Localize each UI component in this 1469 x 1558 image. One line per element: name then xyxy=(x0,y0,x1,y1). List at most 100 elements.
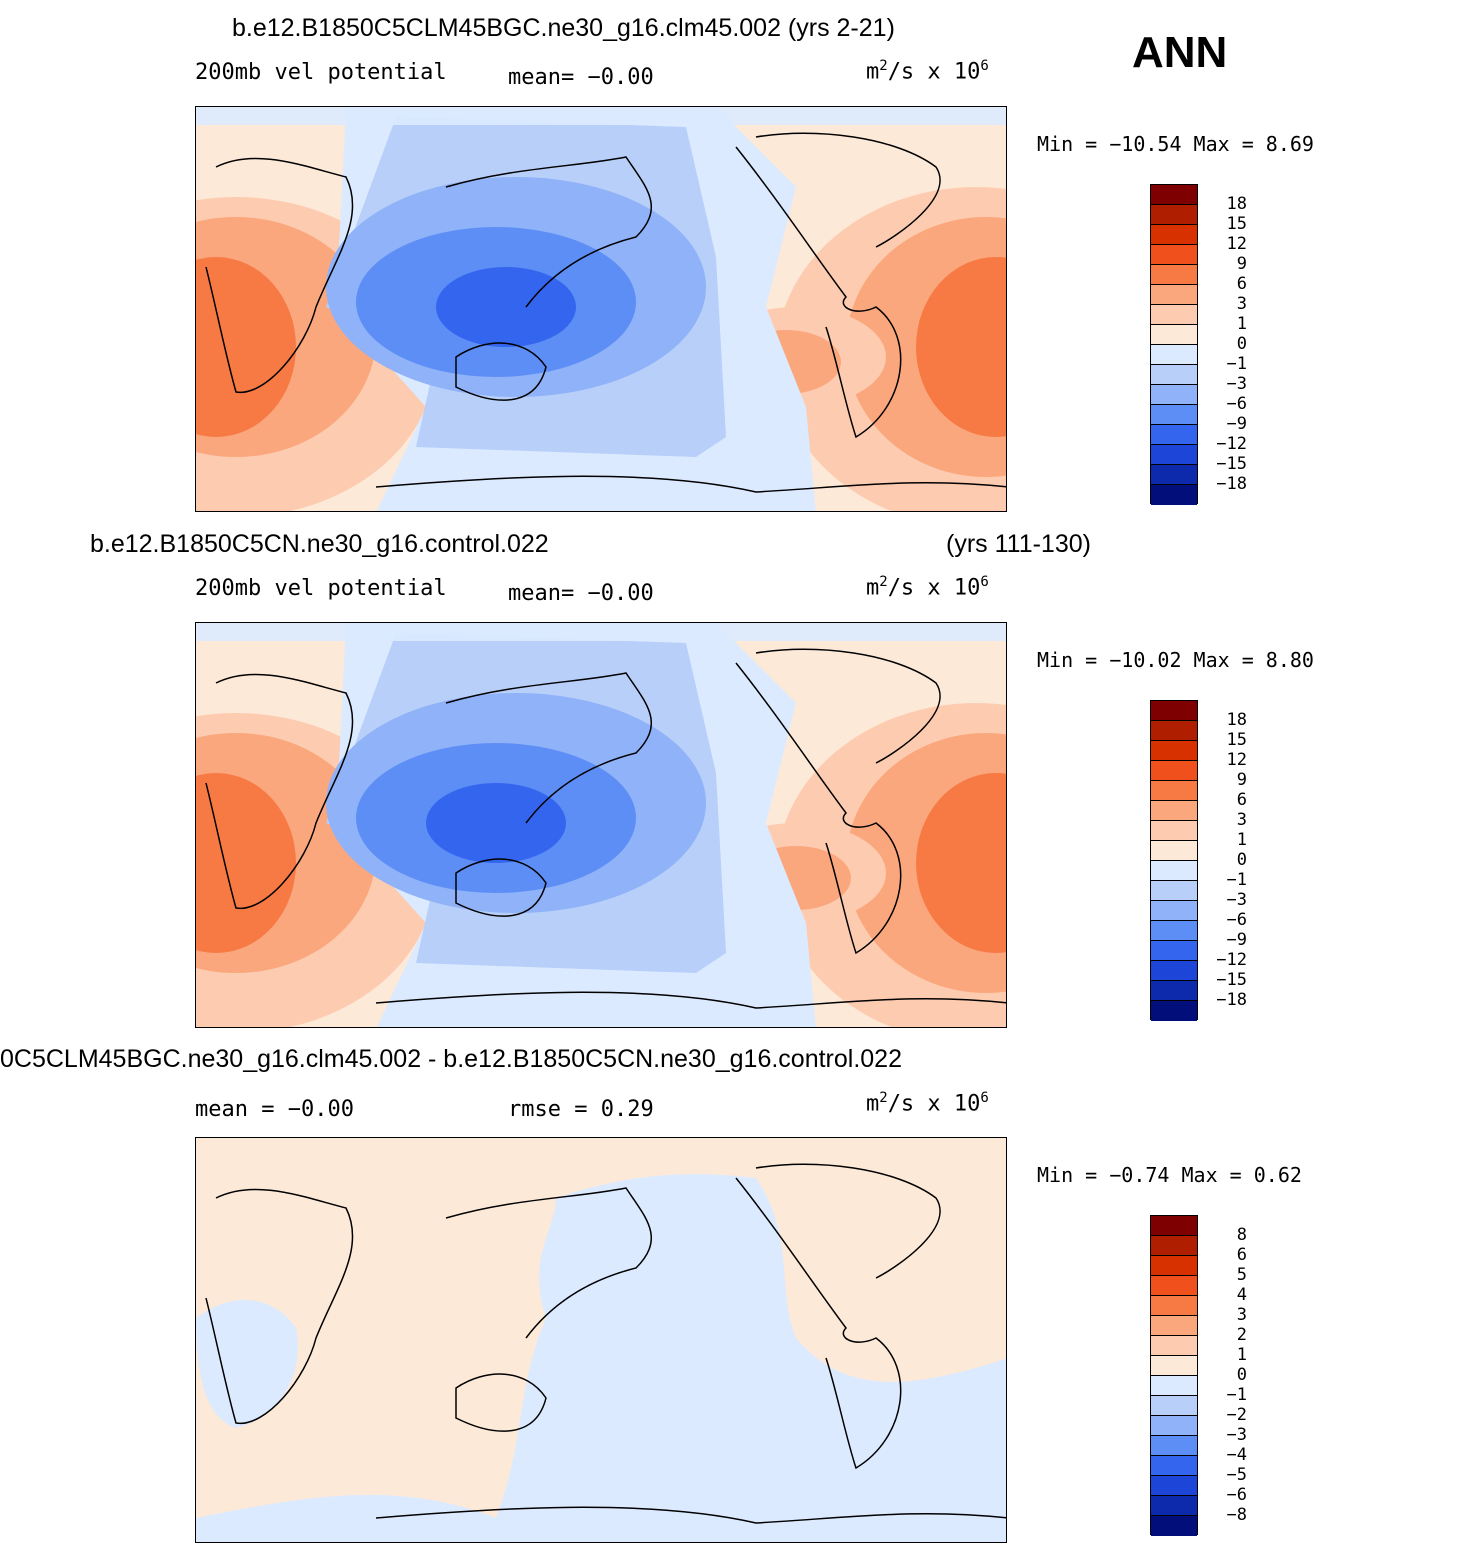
panel2-field-label: 200mb vel potential xyxy=(195,576,447,601)
colorbar-swatch xyxy=(1151,1476,1197,1496)
colorbar-label: 4 xyxy=(1236,1285,1247,1305)
colorbar-label: 0 xyxy=(1236,850,1247,870)
panel2-units: m2/s x 106 xyxy=(866,574,989,601)
colorbar-label: −15 xyxy=(1216,970,1247,990)
colorbar-label: 12 xyxy=(1226,750,1247,770)
panel1-minmax: Min = −10.54 Max = 8.69 xyxy=(1037,132,1314,156)
colorbar-swatch xyxy=(1151,901,1197,921)
panel3-colorbar xyxy=(1150,1215,1198,1536)
colorbar-label: 3 xyxy=(1236,810,1247,830)
colorbar-label: 18 xyxy=(1226,710,1247,730)
colorbar-swatch xyxy=(1151,1456,1197,1476)
colorbar-label: −9 xyxy=(1226,930,1247,950)
colorbar-label: 15 xyxy=(1226,730,1247,750)
colorbar-swatch xyxy=(1151,285,1197,305)
colorbar-swatch xyxy=(1151,981,1197,1001)
panel3-mean: mean = −0.00 xyxy=(195,1097,354,1122)
colorbar-label: −15 xyxy=(1216,454,1247,474)
colorbar-swatch xyxy=(1151,1516,1197,1536)
season-label: ANN xyxy=(1132,28,1228,77)
colorbar-swatch xyxy=(1151,1336,1197,1356)
colorbar-label: 6 xyxy=(1236,274,1247,294)
colorbar-label: −1 xyxy=(1226,870,1247,890)
panel1-field-label: 200mb vel potential xyxy=(195,60,447,85)
colorbar-label: −8 xyxy=(1226,1505,1247,1525)
colorbar-swatch xyxy=(1151,485,1197,505)
colorbar-swatch xyxy=(1151,245,1197,265)
colorbar-label: −1 xyxy=(1226,1385,1247,1405)
colorbar-swatch xyxy=(1151,225,1197,245)
panel2-title: b.e12.B1850C5CN.ne30_g16.control.022 xyxy=(90,530,549,558)
colorbar-swatch xyxy=(1151,345,1197,365)
colorbar-swatch xyxy=(1151,405,1197,425)
colorbar-label: −12 xyxy=(1216,950,1247,970)
panel3-colorbar-labels: 8 6 5 4 3 2 1 0 −1 −2 −3 −4 −5 −6 −8 xyxy=(1207,1225,1247,1525)
colorbar-label: 1 xyxy=(1236,1345,1247,1365)
colorbar-swatch xyxy=(1151,1216,1197,1236)
colorbar-swatch xyxy=(1151,721,1197,741)
panel2-mean: mean= −0.00 xyxy=(508,581,654,606)
colorbar-swatch xyxy=(1151,265,1197,285)
colorbar-label: −1 xyxy=(1226,354,1247,374)
colorbar-swatch xyxy=(1151,1396,1197,1416)
colorbar-label: 3 xyxy=(1236,1305,1247,1325)
colorbar-label: 9 xyxy=(1236,770,1247,790)
colorbar-label: −6 xyxy=(1226,394,1247,414)
colorbar-label: −12 xyxy=(1216,434,1247,454)
panel3-map xyxy=(195,1137,1007,1543)
colorbar-label: 2 xyxy=(1236,1325,1247,1345)
panel1-map xyxy=(195,106,1007,512)
colorbar-swatch xyxy=(1151,801,1197,821)
panel3-units: m2/s x 106 xyxy=(866,1090,989,1117)
colorbar-swatch xyxy=(1151,1416,1197,1436)
colorbar-label: −9 xyxy=(1226,414,1247,434)
colorbar-label: 1 xyxy=(1236,314,1247,334)
colorbar-label: 8 xyxy=(1236,1225,1247,1245)
colorbar-swatch xyxy=(1151,325,1197,345)
colorbar-label: −2 xyxy=(1226,1405,1247,1425)
colorbar-swatch xyxy=(1151,385,1197,405)
colorbar-label: −4 xyxy=(1226,1445,1247,1465)
colorbar-label: 5 xyxy=(1236,1265,1247,1285)
colorbar-label: 6 xyxy=(1236,1245,1247,1265)
colorbar-swatch xyxy=(1151,961,1197,981)
colorbar-label: 0 xyxy=(1236,1365,1247,1385)
colorbar-swatch xyxy=(1151,1436,1197,1456)
colorbar-swatch xyxy=(1151,365,1197,385)
panel3-minmax: Min = −0.74 Max = 0.62 xyxy=(1037,1163,1302,1187)
colorbar-swatch xyxy=(1151,841,1197,861)
colorbar-swatch xyxy=(1151,921,1197,941)
colorbar-swatch xyxy=(1151,445,1197,465)
colorbar-swatch xyxy=(1151,761,1197,781)
colorbar-swatch xyxy=(1151,1316,1197,1336)
colorbar-swatch xyxy=(1151,1276,1197,1296)
panel2-map xyxy=(195,622,1007,1028)
colorbar-label: 3 xyxy=(1236,294,1247,314)
colorbar-label: −5 xyxy=(1226,1465,1247,1485)
panel1-mean: mean= −0.00 xyxy=(508,65,654,90)
colorbar-label: −3 xyxy=(1226,1425,1247,1445)
colorbar-swatch xyxy=(1151,1496,1197,1516)
panel1-colorbar-labels: 18 15 12 9 6 3 1 0 −1 −3 −6 −9 −12 −15 −… xyxy=(1207,194,1247,494)
colorbar-swatch xyxy=(1151,1001,1197,1021)
colorbar-swatch xyxy=(1151,1356,1197,1376)
colorbar-swatch xyxy=(1151,741,1197,761)
panel1-units: m2/s x 106 xyxy=(866,58,989,85)
colorbar-label: −3 xyxy=(1226,374,1247,394)
colorbar-swatch xyxy=(1151,821,1197,841)
panel2-colorbar xyxy=(1150,700,1198,1021)
colorbar-swatch xyxy=(1151,701,1197,721)
colorbar-swatch xyxy=(1151,305,1197,325)
panel3-title: 0C5CLM45BGC.ne30_g16.clm45.002 - b.e12.B… xyxy=(0,1045,902,1073)
colorbar-label: 0 xyxy=(1236,334,1247,354)
panel1-colorbar xyxy=(1150,184,1198,505)
panel1-title: b.e12.B1850C5CLM45BGC.ne30_g16.clm45.002… xyxy=(232,14,895,42)
colorbar-label: 1 xyxy=(1236,830,1247,850)
colorbar-swatch xyxy=(1151,941,1197,961)
panel2-years: (yrs 111-130) xyxy=(946,530,1091,558)
colorbar-label: −18 xyxy=(1216,990,1247,1010)
colorbar-swatch xyxy=(1151,1256,1197,1276)
colorbar-swatch xyxy=(1151,205,1197,225)
colorbar-swatch xyxy=(1151,465,1197,485)
colorbar-label: −6 xyxy=(1226,910,1247,930)
